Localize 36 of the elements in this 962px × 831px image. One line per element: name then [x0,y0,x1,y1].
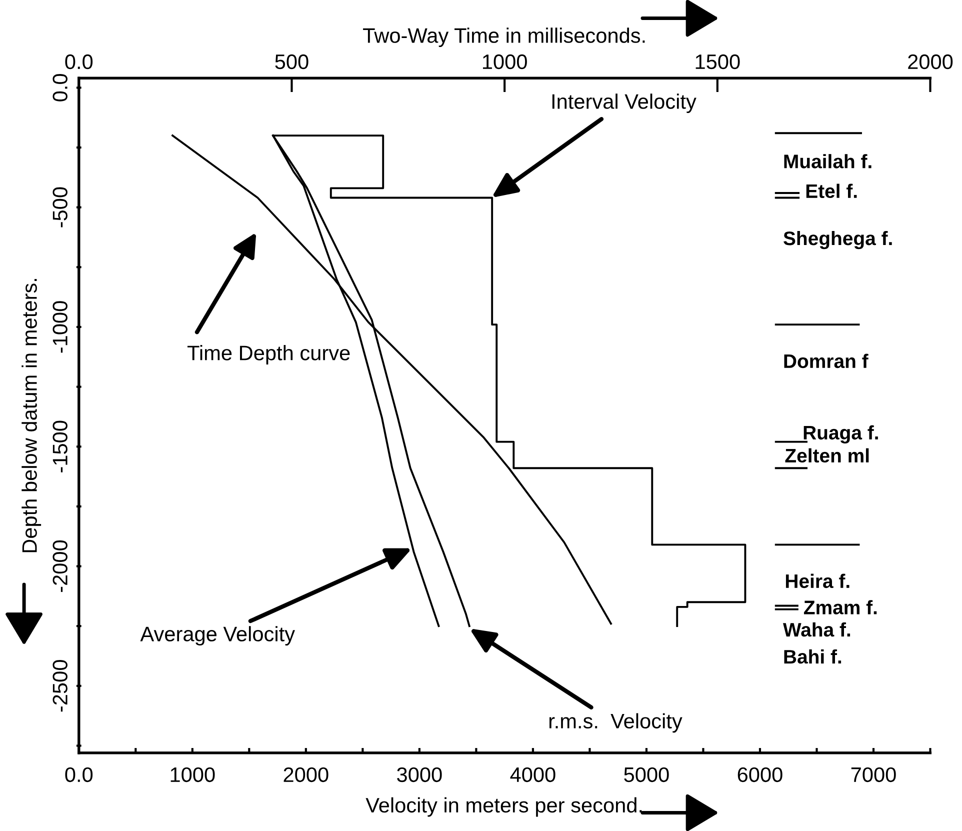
y-tick-label: -500 [52,187,68,228]
x-tick-label: 6000 [738,767,782,782]
annotation: Zmam f. [804,600,877,614]
x-tick-label: 0.0 [65,767,93,782]
y-tick-label: 0.0 [52,74,68,102]
x2-axis-title: Two-Way Time in milliseconds. [363,28,645,48]
x-tick-label: 4000 [510,767,556,782]
x-tick-label: 2000 [284,767,328,782]
annotation: r.m.s. Velocity [549,713,682,733]
y-axis-title: Depth below datum in meters. [22,279,42,552]
y-tick-label: -1000 [52,301,68,353]
x2-tick-label: 2000 [908,54,953,70]
x-tick-label: 5000 [624,767,669,782]
annotation: Sheghega f. [784,230,892,250]
annotation: Interval Velocity [552,94,696,114]
x2-tick-label: 1000 [482,54,527,70]
x-tick-label: 7000 [851,767,896,782]
x2-tick-label: 1500 [696,54,740,70]
y-tick-label: -1500 [52,420,68,472]
x2-tick-label: 0.0 [65,54,93,70]
x-tick-label: 1000 [170,767,215,782]
y-tick-label: -2500 [52,660,68,712]
annotation: Ruaga f. [804,425,878,444]
y-tick-label: -2000 [52,540,68,592]
annotation: Muailah f. [784,154,872,168]
x-axis-title: Velocity in meters per second. [366,797,642,817]
annotation: Zelten ml [785,448,869,463]
annotation: Bahi f. [784,649,842,664]
annotation: Domran f [784,354,868,368]
x2-tick-label: 500 [275,54,308,70]
annotation: Waha f. [782,622,850,637]
annotation: Etel f. [806,184,857,198]
annotation: Heira f. [786,574,850,588]
annotation: Time Depth curve [187,345,350,364]
x-tick-label: 3000 [397,767,442,782]
annotation: Average Velocity [140,626,295,646]
